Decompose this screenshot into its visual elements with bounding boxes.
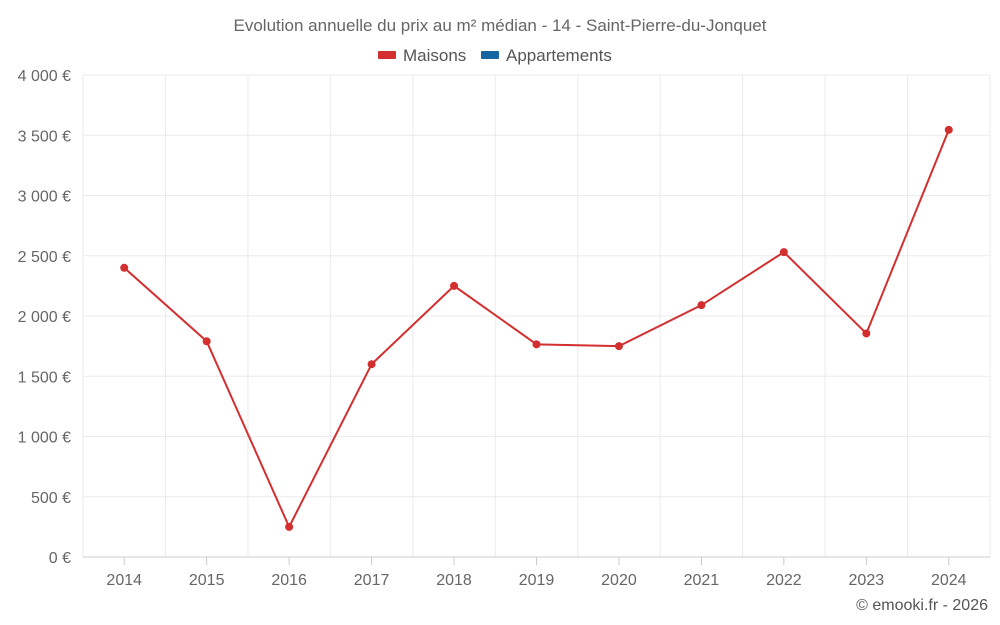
legend-item-maisons[interactable]: Maisons [378,46,466,65]
y-tick-label: 2 500 € [18,249,71,266]
chart-title: Evolution annuelle du prix au m² médian … [234,16,767,35]
data-point-maisons-2016[interactable] [285,522,294,531]
legend-item-appartements[interactable]: Appartements [481,46,612,65]
legend-label-maisons: Maisons [403,46,466,65]
data-point-maisons-2017[interactable] [367,360,376,369]
y-tick-label: 2 000 € [18,309,71,326]
grid [82,74,991,558]
x-tick-label: 2022 [766,572,802,589]
x-tick-label: 2021 [684,572,720,589]
x-tick-label: 2015 [189,572,225,589]
x-tick-label: 2020 [601,572,637,589]
legend: Maisons Appartements [378,46,612,65]
y-tick-label: 1 500 € [18,369,71,386]
data-point-maisons-2024[interactable] [944,125,953,134]
x-axis-ticks: 2014 2015 2016 2017 2018 2019 2020 2021 2022 2023… [106,557,967,589]
x-tick-label: 2023 [849,572,885,589]
x-tick-label: 2019 [519,572,555,589]
x-tick-label: 2018 [436,572,472,589]
x-tick-label: 2024 [931,572,967,589]
y-axis-ticks: 0 € 500 € 1 000 € 1 500 € 2 000 € 2 500 € 3 00… [18,68,71,567]
data-point-maisons-2022[interactable] [779,248,788,257]
data-point-maisons-2023[interactable] [862,329,871,338]
x-tick-label: 2016 [271,572,307,589]
y-tick-label: 0 € [49,550,71,567]
data-point-maisons-2014[interactable] [120,263,129,272]
series-maisons [120,125,953,531]
legend-label-appartements: Appartements [506,46,612,65]
x-tick-label: 2017 [354,572,390,589]
legend-swatch-maisons [378,51,396,59]
data-point-maisons-2019[interactable] [532,340,541,349]
y-tick-label: 1 000 € [18,430,71,447]
y-tick-label: 4 000 € [18,68,71,85]
data-point-maisons-2021[interactable] [697,301,706,310]
data-point-maisons-2015[interactable] [202,337,211,346]
x-tick-label: 2014 [106,572,142,589]
data-point-maisons-2018[interactable] [450,281,459,290]
y-tick-label: 500 € [31,490,71,507]
y-tick-label: 3 500 € [18,128,71,145]
data-point-maisons-2020[interactable] [614,342,623,351]
legend-swatch-appartements [481,51,499,59]
credit-text: © emooki.fr - 2026 [856,597,988,614]
y-tick-label: 3 000 € [18,189,71,206]
